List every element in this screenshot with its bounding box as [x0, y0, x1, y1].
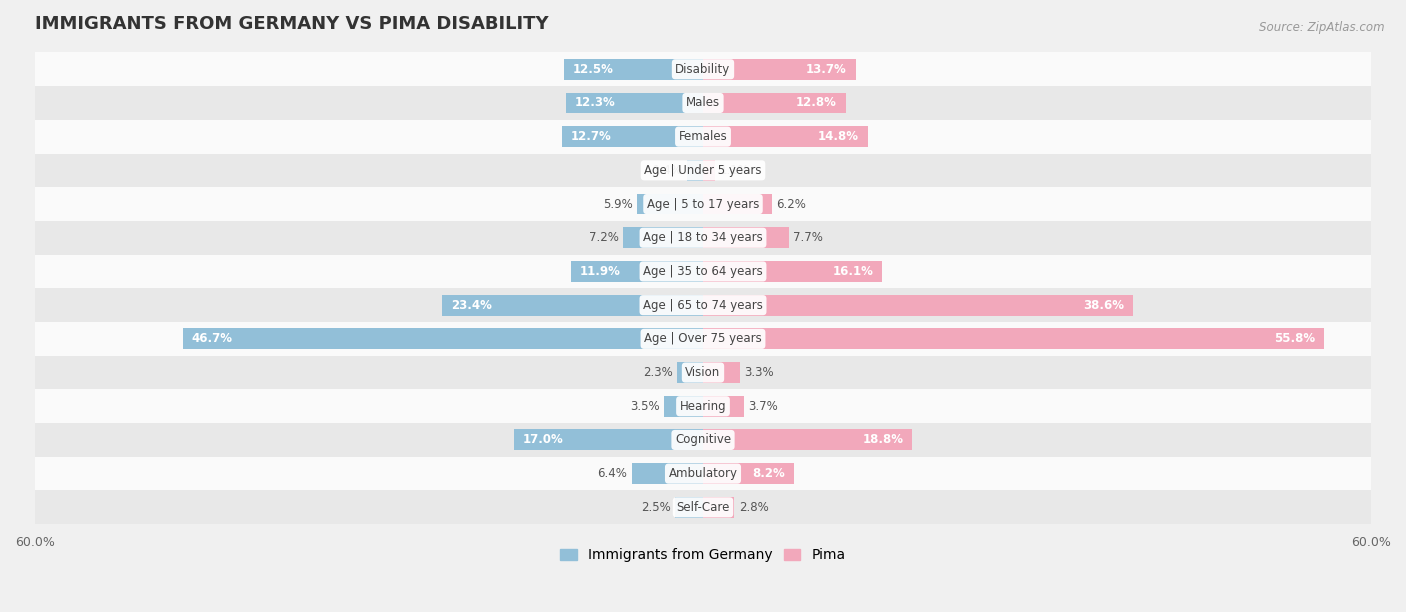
Text: Hearing: Hearing — [679, 400, 727, 412]
Text: 12.3%: 12.3% — [575, 97, 616, 110]
Bar — [567, 92, 703, 113]
Text: 16.1%: 16.1% — [832, 265, 873, 278]
Text: 55.8%: 55.8% — [1274, 332, 1316, 345]
Text: 7.2%: 7.2% — [589, 231, 619, 244]
Bar — [443, 295, 703, 316]
Text: IMMIGRANTS FROM GERMANY VS PIMA DISABILITY: IMMIGRANTS FROM GERMANY VS PIMA DISABILI… — [35, 15, 548, 33]
Bar — [675, 497, 703, 518]
Text: 18.8%: 18.8% — [862, 433, 904, 446]
Bar — [35, 154, 1371, 187]
Text: Self-Care: Self-Care — [676, 501, 730, 514]
Bar — [35, 423, 1371, 457]
Bar — [703, 329, 1324, 349]
Text: Age | 65 to 74 years: Age | 65 to 74 years — [643, 299, 763, 312]
Bar — [35, 457, 1371, 490]
Text: Cognitive: Cognitive — [675, 433, 731, 446]
Bar — [571, 261, 703, 282]
Bar — [703, 430, 912, 450]
Text: 12.8%: 12.8% — [796, 97, 837, 110]
Bar — [678, 362, 703, 383]
Bar — [703, 295, 1133, 316]
Text: 38.6%: 38.6% — [1083, 299, 1123, 312]
Bar — [637, 193, 703, 214]
Text: Age | Over 75 years: Age | Over 75 years — [644, 332, 762, 345]
Text: Age | 5 to 17 years: Age | 5 to 17 years — [647, 198, 759, 211]
Text: 3.7%: 3.7% — [748, 400, 779, 412]
Bar — [703, 261, 882, 282]
Bar — [564, 59, 703, 80]
Bar — [664, 396, 703, 417]
Bar — [183, 329, 703, 349]
Text: 6.2%: 6.2% — [776, 198, 807, 211]
Text: 17.0%: 17.0% — [523, 433, 564, 446]
Bar — [703, 193, 772, 214]
Bar — [631, 463, 703, 484]
Text: 12.7%: 12.7% — [571, 130, 612, 143]
Bar — [703, 463, 794, 484]
Bar — [703, 126, 868, 147]
Text: 2.5%: 2.5% — [641, 501, 671, 514]
Bar — [561, 126, 703, 147]
Bar — [35, 86, 1371, 120]
Text: Vision: Vision — [685, 366, 721, 379]
Text: 1.1%: 1.1% — [720, 164, 749, 177]
Text: Females: Females — [679, 130, 727, 143]
Text: Ambulatory: Ambulatory — [668, 467, 738, 480]
Text: Age | 18 to 34 years: Age | 18 to 34 years — [643, 231, 763, 244]
Bar — [703, 227, 789, 248]
Bar — [35, 389, 1371, 423]
Text: 13.7%: 13.7% — [806, 63, 846, 76]
Text: 6.4%: 6.4% — [598, 467, 627, 480]
Text: Source: ZipAtlas.com: Source: ZipAtlas.com — [1260, 21, 1385, 34]
Text: 23.4%: 23.4% — [451, 299, 492, 312]
Text: Males: Males — [686, 97, 720, 110]
Bar — [35, 490, 1371, 524]
Legend: Immigrants from Germany, Pima: Immigrants from Germany, Pima — [555, 543, 851, 568]
Bar — [513, 430, 703, 450]
Bar — [35, 120, 1371, 154]
Text: 2.3%: 2.3% — [643, 366, 673, 379]
Text: 12.5%: 12.5% — [572, 63, 613, 76]
Bar — [35, 288, 1371, 322]
Text: Age | 35 to 64 years: Age | 35 to 64 years — [643, 265, 763, 278]
Text: Disability: Disability — [675, 63, 731, 76]
Bar — [35, 255, 1371, 288]
Text: 46.7%: 46.7% — [193, 332, 233, 345]
Bar — [35, 221, 1371, 255]
Bar — [623, 227, 703, 248]
Bar — [703, 59, 855, 80]
Text: 11.9%: 11.9% — [579, 265, 620, 278]
Bar — [703, 92, 845, 113]
Bar — [35, 322, 1371, 356]
Bar — [688, 160, 703, 181]
Text: 14.8%: 14.8% — [818, 130, 859, 143]
Bar — [35, 53, 1371, 86]
Text: 5.9%: 5.9% — [603, 198, 633, 211]
Text: 7.7%: 7.7% — [793, 231, 823, 244]
Bar — [703, 160, 716, 181]
Bar — [703, 362, 740, 383]
Text: 1.4%: 1.4% — [652, 164, 683, 177]
Bar — [35, 187, 1371, 221]
Bar — [703, 497, 734, 518]
Text: Age | Under 5 years: Age | Under 5 years — [644, 164, 762, 177]
Text: 3.3%: 3.3% — [744, 366, 773, 379]
Bar — [703, 396, 744, 417]
Text: 2.8%: 2.8% — [738, 501, 769, 514]
Text: 8.2%: 8.2% — [752, 467, 786, 480]
Text: 3.5%: 3.5% — [630, 400, 659, 412]
Bar — [35, 356, 1371, 389]
